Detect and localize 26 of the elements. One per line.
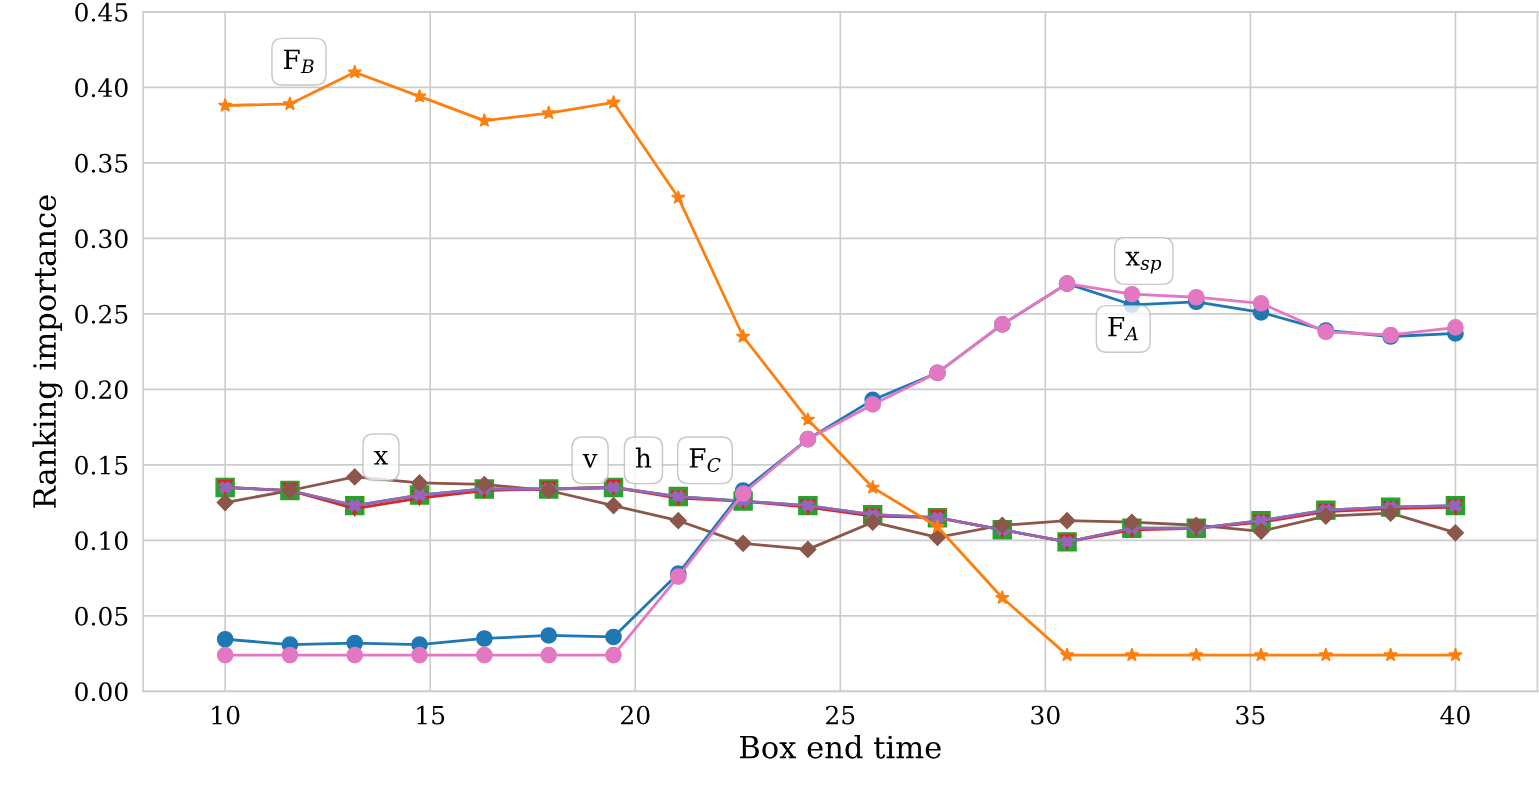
- series-label: x$_{sp}$: [1125, 251, 1162, 274]
- x-tick-label: 10: [212, 705, 240, 725]
- y-tick-label: 0.00: [75, 682, 128, 702]
- x-tick-label: 20: [621, 705, 650, 725]
- y-tick-label: 0.20: [75, 380, 128, 400]
- y-tick-label: 0.25: [75, 304, 128, 324]
- x-tick-label: 30: [1031, 705, 1060, 725]
- y-tick-label: 0.05: [75, 606, 128, 626]
- series-label: F$_{A}$: [1108, 316, 1138, 341]
- x-tick-label: 35: [1236, 705, 1265, 725]
- y-tick-label: 0.45: [75, 2, 128, 22]
- x-axis-title: Box end time: [740, 734, 941, 759]
- series-label: x: [373, 450, 389, 465]
- series-label: h: [635, 447, 652, 468]
- x-tick-label: 25: [826, 705, 855, 725]
- x-tick-label: 40: [1440, 705, 1470, 725]
- y-tick-label: 0.15: [75, 455, 128, 475]
- y-tick-label: 0.10: [75, 531, 128, 551]
- y-tick-label: 0.30: [75, 229, 128, 249]
- series-label: F$_{C}$: [689, 448, 721, 472]
- x-tick-label: 15: [417, 705, 445, 725]
- y-axis-title: Ranking importance: [32, 195, 63, 508]
- y-tick-label: 0.35: [75, 153, 128, 173]
- series-label: v: [582, 453, 598, 468]
- y-tick-label: 0.40: [75, 78, 128, 98]
- series-label: F$_{B}$: [283, 49, 314, 74]
